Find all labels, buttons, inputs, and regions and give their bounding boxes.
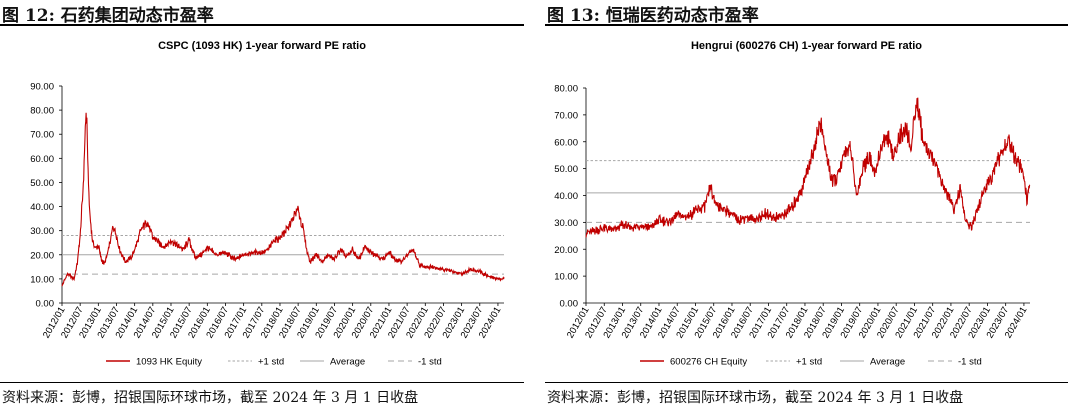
y-tick-label: 70.00 [30,130,54,141]
y-tick-label: 30.00 [554,218,578,229]
y-tick-label: 0.00 [560,299,579,310]
chart-title: CSPC (1093 HK) 1-year forward PE ratio [158,40,366,52]
y-tick-label: 80.00 [30,106,54,117]
legend-label-average: Average [870,357,905,368]
legend-label-series: 1093 HK Equity [136,357,202,368]
legend-label-series: 600276 CH Equity [670,357,747,368]
y-tick-label: 50.00 [30,178,54,189]
source-note: 资料来源：彭博，招银国际环球市场，截至 2024 年 3 月 1 日收盘 [547,390,964,406]
hengrui-pe-chart: Hengrui (600276 CH) 1-year forward PE ra… [554,40,1031,368]
legend-label-average: Average [330,357,365,368]
y-tick-label: 20.00 [554,245,578,256]
cspc-pe-chart: CSPC (1093 HK) 1-year forward PE ratio 0.… [30,40,505,368]
bottom-rule [545,382,1068,383]
series-line [61,112,505,287]
y-tick-label: 50.00 [554,164,578,175]
legend-label-plus-std: +1 std [258,357,284,368]
y-tick-label: 40.00 [554,191,578,202]
left-figure-panel: 图 12: 石药集团动态市盈率 CSPC (1093 HK) 1-year fo… [0,0,524,408]
right-figure-panel: 图 13: 恒瑞医药动态市盈率 Hengrui (600276 CH) 1-ye… [545,0,1068,408]
top-rule [0,24,524,26]
y-tick-label: 80.00 [554,84,578,95]
y-tick-label: 70.00 [554,110,578,121]
legend-label-minus-std: -1 std [418,357,442,368]
chart-title: Hengrui (600276 CH) 1-year forward PE ra… [691,40,922,52]
y-tick-label: 10.00 [30,274,54,285]
figure-title: 图 13: 恒瑞医药动态市盈率 [547,6,759,26]
y-tick-label: 60.00 [554,137,578,148]
y-tick-label: 20.00 [30,250,54,261]
series-line [585,97,1031,238]
legend-label-minus-std: -1 std [958,357,982,368]
y-tick-label: 30.00 [30,226,54,237]
source-note: 资料来源：彭博，招银国际环球市场，截至 2024 年 3 月 1 日收盘 [2,390,419,406]
figure-title: 图 12: 石药集团动态市盈率 [2,6,214,26]
y-tick-label: 0.00 [36,299,55,310]
y-tick-label: 40.00 [30,202,54,213]
y-tick-label: 60.00 [30,154,54,165]
top-rule [545,24,1068,26]
bottom-rule [0,382,524,383]
legend-label-plus-std: +1 std [796,357,822,368]
y-tick-label: 90.00 [30,82,54,93]
y-tick-label: 10.00 [554,272,578,283]
